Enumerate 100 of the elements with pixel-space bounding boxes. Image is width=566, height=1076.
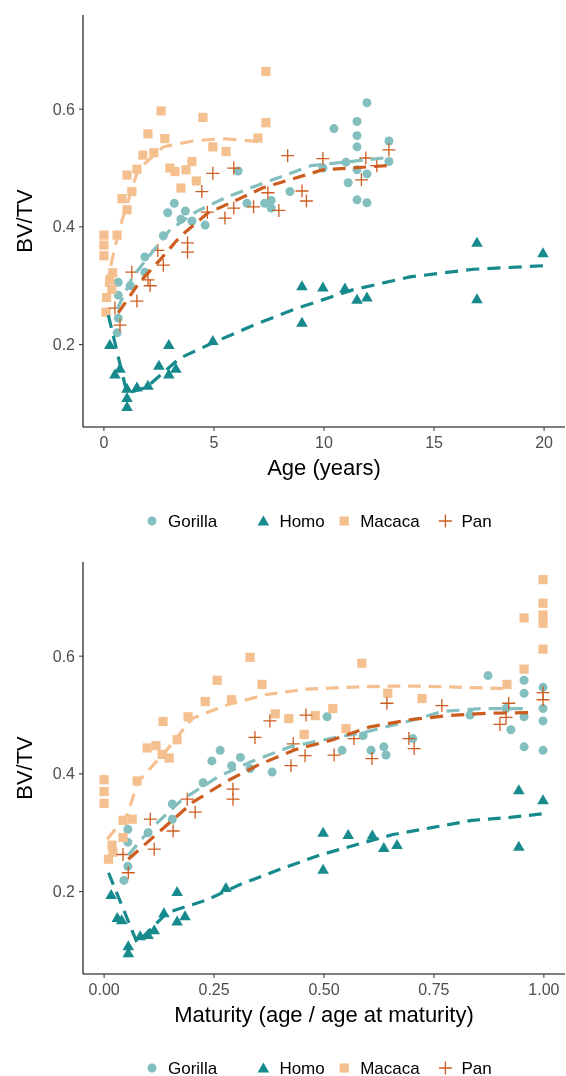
point [170, 166, 180, 177]
legend-label: Pan [461, 1058, 492, 1076]
point [163, 208, 173, 218]
point [317, 863, 329, 874]
point [160, 134, 170, 144]
point [99, 251, 109, 261]
point [156, 257, 171, 273]
point [109, 368, 121, 379]
legend-label: Macaca [360, 511, 421, 531]
point [127, 814, 137, 824]
point [121, 865, 136, 880]
point [108, 847, 118, 857]
point [180, 245, 195, 260]
point [519, 613, 529, 623]
x-axis-title: Maturity (age / age at maturity) [174, 1002, 474, 1027]
point [115, 847, 131, 862]
y-tick-label: 0.2 [52, 883, 76, 901]
point [358, 731, 368, 741]
y-axis-title: BV/TV [12, 188, 37, 253]
y-axis-title: BV/TV [12, 735, 37, 800]
point [164, 753, 174, 763]
point [99, 798, 109, 808]
point [260, 198, 270, 208]
point [143, 812, 158, 827]
point [122, 170, 132, 180]
point [538, 745, 548, 755]
point [341, 723, 351, 734]
point [220, 881, 232, 892]
point [352, 195, 362, 205]
x-tick-label: 0.25 [198, 981, 230, 998]
point [187, 804, 203, 820]
point [207, 756, 217, 766]
point [179, 910, 191, 921]
point [407, 741, 422, 756]
point [198, 112, 208, 123]
point [221, 146, 231, 157]
point [163, 368, 175, 379]
point [122, 205, 132, 215]
point [113, 290, 123, 300]
point [169, 198, 179, 208]
point [226, 160, 241, 176]
point [123, 824, 133, 834]
point [315, 151, 331, 166]
point [358, 150, 373, 166]
point [153, 359, 165, 370]
x-tick-label: 0.00 [88, 981, 120, 998]
point [261, 66, 271, 77]
point [121, 392, 133, 403]
point [176, 183, 186, 193]
point [225, 792, 241, 807]
y-tick-label: 0.6 [52, 100, 76, 118]
point [286, 736, 301, 752]
point [357, 658, 367, 668]
point [352, 142, 362, 152]
point [384, 157, 394, 167]
point [362, 169, 372, 179]
point [200, 696, 210, 707]
point [326, 747, 342, 763]
point [147, 842, 162, 857]
point [535, 692, 551, 707]
point [99, 786, 109, 797]
point [227, 761, 237, 771]
point [107, 284, 117, 294]
point [166, 823, 181, 839]
point [171, 886, 183, 897]
point [138, 150, 148, 160]
point [361, 291, 373, 302]
point [384, 136, 394, 146]
point [215, 745, 225, 755]
point [191, 176, 201, 186]
point [285, 187, 295, 197]
point [364, 751, 380, 766]
point [200, 220, 210, 230]
point [337, 745, 347, 755]
point [200, 205, 215, 220]
point [471, 236, 483, 247]
point [260, 185, 276, 200]
x-tick-label: 0.75 [418, 981, 450, 998]
point [156, 106, 166, 116]
point [113, 277, 123, 287]
line-series [106, 812, 544, 945]
point [140, 252, 150, 262]
point [538, 618, 548, 628]
x-tick-label: 10 [315, 434, 333, 451]
point [245, 652, 255, 662]
point [538, 716, 548, 726]
point [471, 293, 483, 304]
point [310, 711, 320, 721]
point [187, 156, 197, 167]
x-tick-label: 0 [99, 434, 109, 451]
point [391, 839, 403, 850]
point [513, 840, 525, 851]
point [167, 814, 177, 824]
point [142, 743, 152, 753]
point [158, 716, 168, 727]
point [519, 664, 529, 674]
x-tick-label: 15 [425, 434, 444, 451]
point [99, 230, 109, 240]
point [296, 280, 308, 291]
point [253, 133, 263, 143]
